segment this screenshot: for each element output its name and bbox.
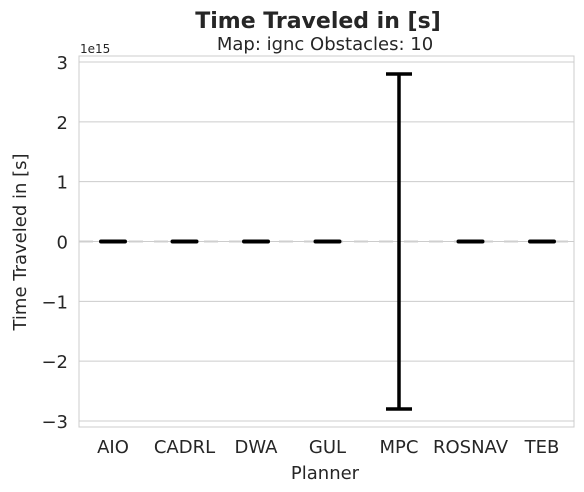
x-tick-label: ROSNAV xyxy=(433,437,509,458)
x-tick-label: TEB xyxy=(524,437,560,458)
plot-area xyxy=(78,55,575,428)
x-tick-label: DWA xyxy=(235,437,279,458)
y-tick-label: −1 xyxy=(41,292,68,313)
y-tick-labels: 3 2 1 0 −1 −2 −3 xyxy=(41,53,68,433)
chart-title: Time Traveled in [s] xyxy=(195,9,441,34)
y-tick-label: −3 xyxy=(41,412,68,433)
y-offset-label: 1e15 xyxy=(80,42,110,56)
x-tick-label: MPC xyxy=(380,437,419,458)
x-tick-label: CADRL xyxy=(154,437,215,458)
chart-subtitle: Map: ignc Obstacles: 10 xyxy=(217,34,433,55)
y-tick-label: −2 xyxy=(41,352,68,373)
y-tick-label: 1 xyxy=(57,173,68,194)
x-tick-label: GUL xyxy=(309,437,346,458)
x-tick-label: AIO xyxy=(97,437,129,458)
series-marks xyxy=(99,72,556,411)
y-tick-label: 2 xyxy=(57,113,68,134)
x-axis-label: Planner xyxy=(291,463,360,484)
x-tick-labels: AIO CADRL DWA GUL MPC ROSNAV TEB xyxy=(97,437,559,458)
y-tick-label: 0 xyxy=(57,233,68,254)
y-tick-label: 3 xyxy=(57,53,68,74)
y-axis-label: Time Traveled in [s] xyxy=(10,153,31,331)
